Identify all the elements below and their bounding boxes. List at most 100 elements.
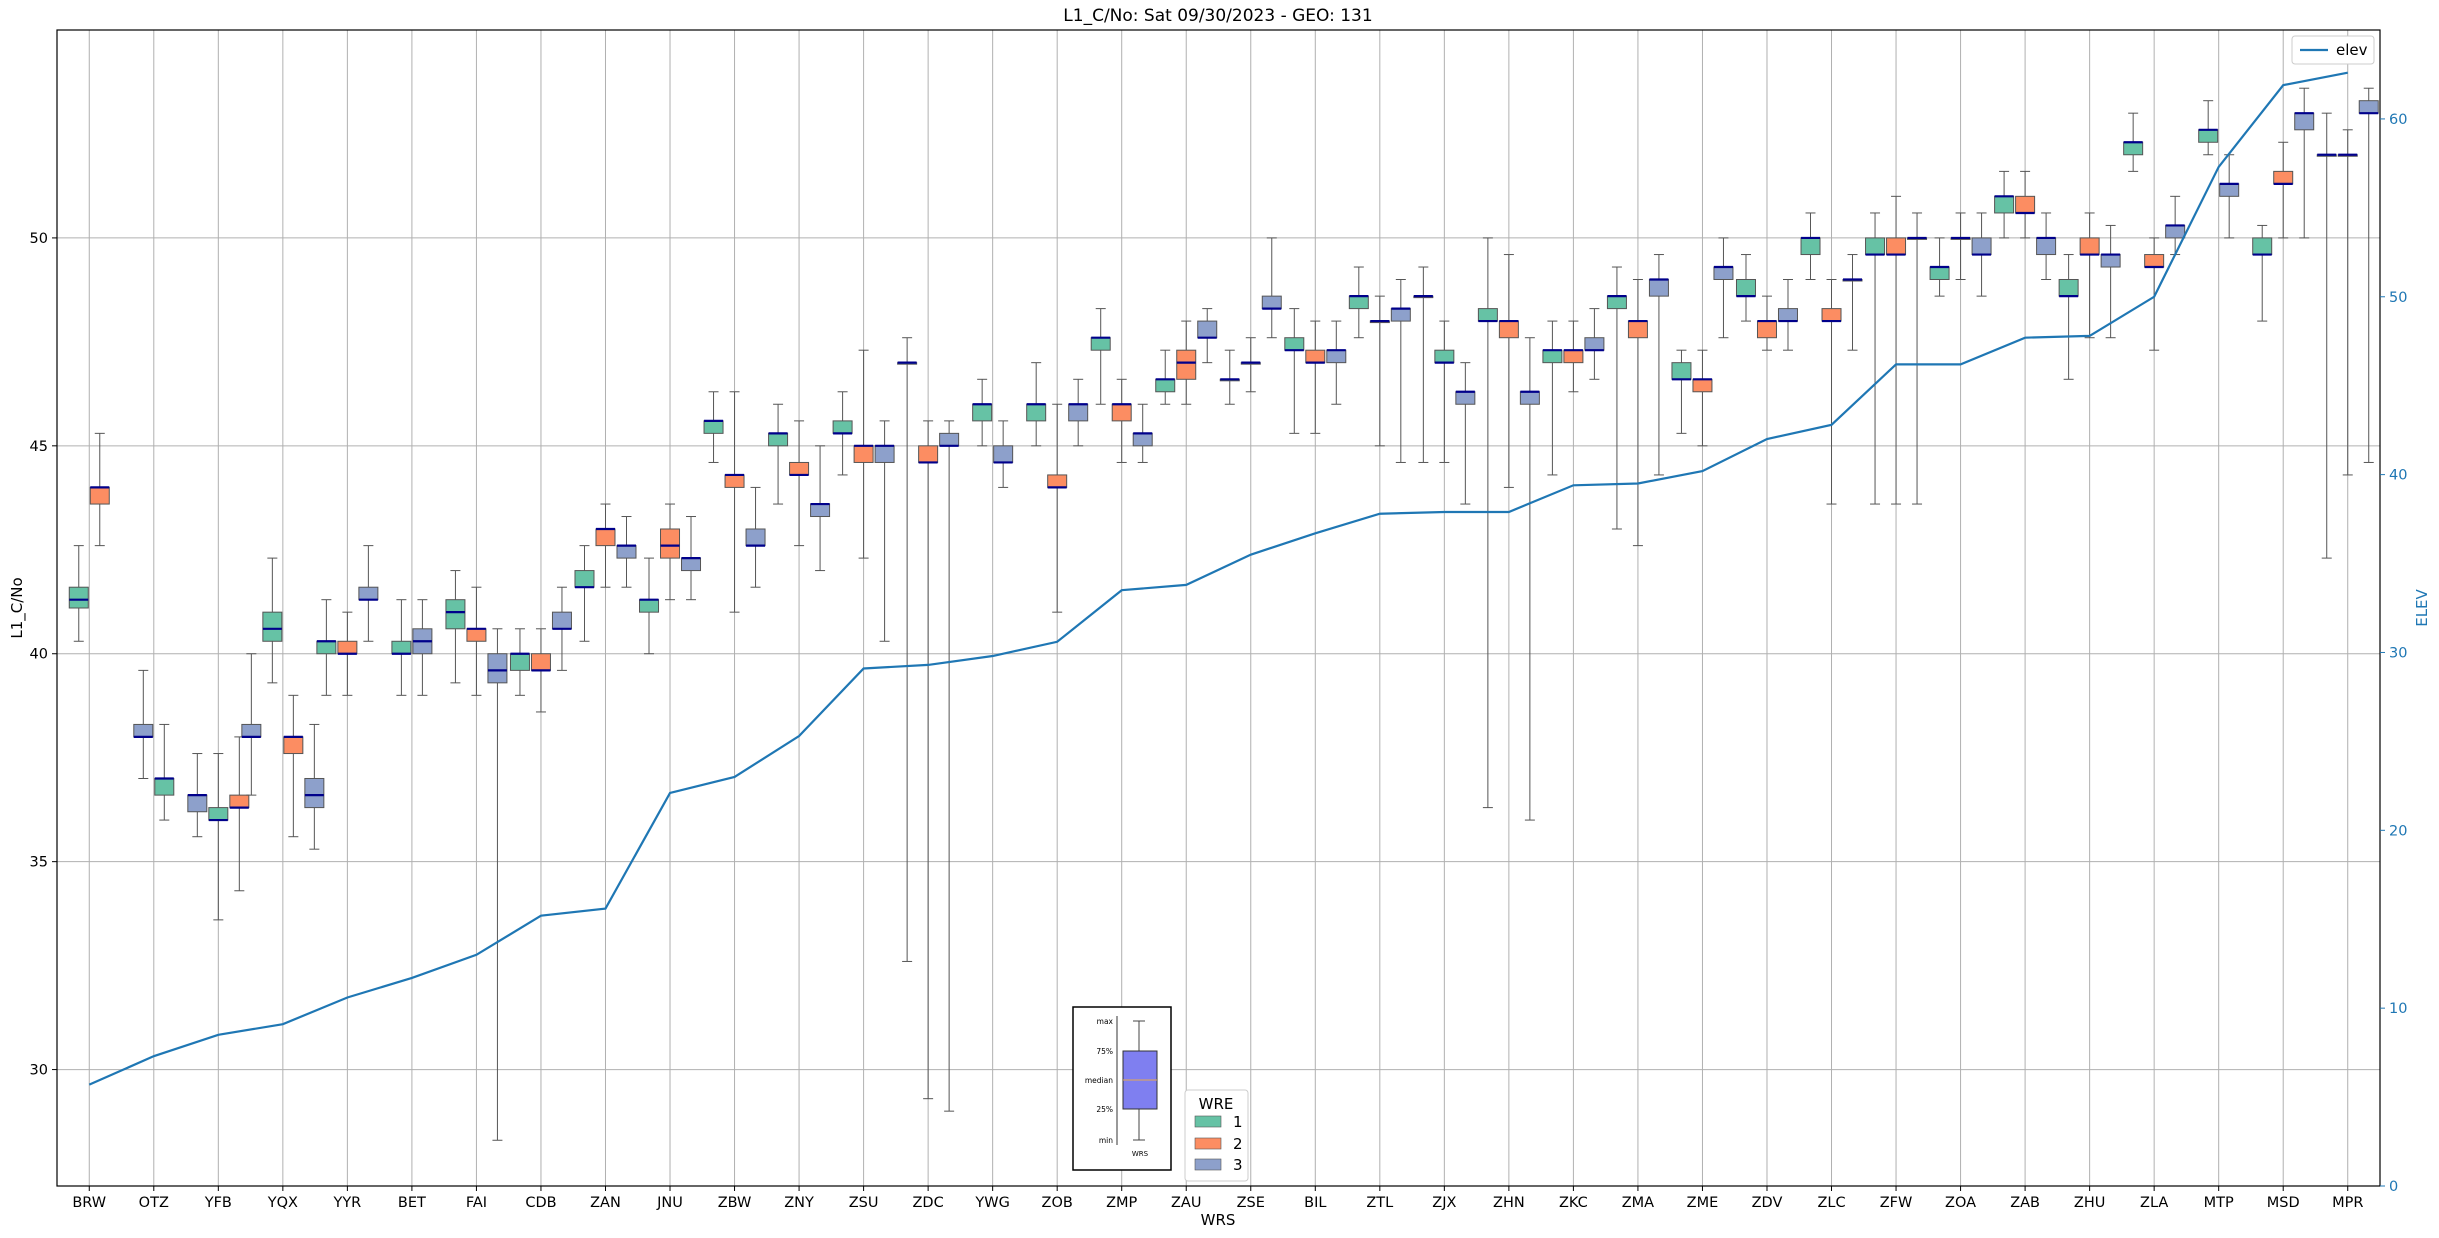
box-body <box>1068 403 1089 422</box>
wre-legend-label-2: 2 <box>1233 1135 1243 1153</box>
box-body <box>1519 391 1540 405</box>
box-body <box>2144 254 2165 268</box>
box-body <box>745 528 766 547</box>
box-body <box>1090 337 1111 351</box>
box-ZTL-wre2 <box>1369 295 1390 447</box>
box-MPR-wre2 <box>2337 129 2358 476</box>
box-BIL-wre3 <box>1326 320 1347 405</box>
box-body <box>1994 195 2015 214</box>
box-body <box>1542 349 1563 364</box>
box-ZHU-wre3 <box>2100 224 2121 339</box>
box-body <box>262 611 283 642</box>
box-FAI-wre3 <box>487 628 508 1141</box>
box-body <box>337 640 358 655</box>
x-tick-label: ZDC <box>913 1195 944 1211</box>
box-body <box>1155 378 1176 393</box>
box-body <box>1261 295 1282 310</box>
box-body <box>1284 337 1305 351</box>
box-ZKC-wre1 <box>1542 320 1563 476</box>
elev-legend-label: elev <box>2336 41 2368 59</box>
box-body <box>487 653 508 684</box>
box-body <box>1563 349 1584 364</box>
elev-series-line <box>88 71 2348 1086</box>
box-MPR-wre3 <box>2358 87 2379 463</box>
y2-tick-label: 20 <box>2389 823 2407 839</box>
box-body <box>874 445 895 463</box>
box-body <box>1756 320 1777 339</box>
box-body <box>616 545 637 559</box>
box-CDB-wre1 <box>509 628 530 696</box>
box-ZAB-wre1 <box>1994 170 2015 239</box>
box-body <box>2165 224 2186 239</box>
box-JNU-wre2 <box>660 503 681 601</box>
box-body <box>639 599 660 613</box>
box-ZLC-wre2 <box>1821 278 1842 505</box>
box-YYR-wre2 <box>337 611 358 696</box>
box-ZHN-wre2 <box>1498 254 1519 488</box>
box-body <box>681 557 702 572</box>
box-body <box>530 653 551 671</box>
box-YFB-wre2 <box>229 736 250 892</box>
box-BIL-wre2 <box>1305 320 1326 434</box>
x-tick-label: ZNY <box>784 1195 814 1211</box>
box-body <box>391 640 412 655</box>
box-ZMA-wre2 <box>1627 278 1648 547</box>
box-body <box>1865 237 1886 256</box>
x-tick-label: ZLA <box>2140 1195 2168 1211</box>
wre-legend-title: WRE <box>1199 1095 1234 1113</box>
wre-legend-label-1: 1 <box>1233 1113 1243 1131</box>
box-ZFW-wre1 <box>1865 212 1886 505</box>
box-JNU-wre3 <box>681 516 702 601</box>
box-ZNY-wre1 <box>768 403 789 505</box>
box-body <box>358 586 379 601</box>
box-body <box>283 736 304 755</box>
box-BIL-wre1 <box>1284 308 1305 434</box>
key-label-max: max <box>1097 1017 1114 1026</box>
box-ZAN-wre1 <box>574 545 595 642</box>
box-YYR-wre1 <box>316 599 337 696</box>
box-body <box>1026 403 1047 422</box>
wre-legend-swatch-2 <box>1194 1137 1222 1150</box>
y2-tick-label: 0 <box>2389 1179 2398 1195</box>
x-tick-label: BIL <box>1304 1195 1326 1211</box>
x-tick-label: JNU <box>656 1195 683 1211</box>
box-ZSE-wre1 <box>1219 349 1240 405</box>
box-body <box>1886 237 1907 256</box>
box-ZLA-wre1 <box>2123 112 2144 172</box>
key-label-min: min <box>1099 1136 1113 1145</box>
box-body <box>229 794 250 809</box>
box-body <box>1713 266 1734 280</box>
box-body <box>304 777 325 809</box>
box-YQX-wre3 <box>241 653 262 796</box>
x-tick-label: FAI <box>466 1195 487 1211</box>
x-tick-label: CDB <box>525 1195 556 1211</box>
box-ZHU-wre2 <box>2079 212 2100 339</box>
wre-legend-swatch-3 <box>1194 1158 1222 1171</box>
box-body <box>853 445 874 463</box>
x-tick-label: BRW <box>72 1195 106 1211</box>
x-tick-label: MPR <box>2332 1195 2363 1211</box>
box-body <box>2219 183 2240 197</box>
wre-legend: WRE 1 2 3 <box>1184 1089 1249 1182</box>
box-body <box>1971 237 1992 256</box>
x-tick-label: ZOA <box>1945 1195 1976 1211</box>
box-MSD-wre2 <box>2273 141 2294 239</box>
box-ZBW-wre3 <box>745 486 766 588</box>
box-ZHN-wre1 <box>1477 237 1498 809</box>
box-ZMA-wre3 <box>1648 254 1669 476</box>
box-body <box>918 445 939 463</box>
x-tick-label: ZDV <box>1752 1195 1783 1211</box>
box-body <box>1348 295 1369 310</box>
box-BET-wre3 <box>412 599 433 696</box>
box-body <box>595 528 616 547</box>
box-ZME-wre1 <box>1671 349 1692 434</box>
box-YQX-wre1 <box>262 557 283 684</box>
box-body <box>2036 237 2057 256</box>
wre-legend-frame <box>1184 1089 1249 1182</box>
x-tick-label: ZFW <box>1880 1195 1913 1211</box>
box-YFB-wre1 <box>208 753 229 921</box>
box-BRW-wre1 <box>68 545 89 642</box>
box-body <box>972 403 993 422</box>
y-tick-label: 40 <box>30 647 48 663</box>
plot-frame <box>56 29 2381 1187</box>
